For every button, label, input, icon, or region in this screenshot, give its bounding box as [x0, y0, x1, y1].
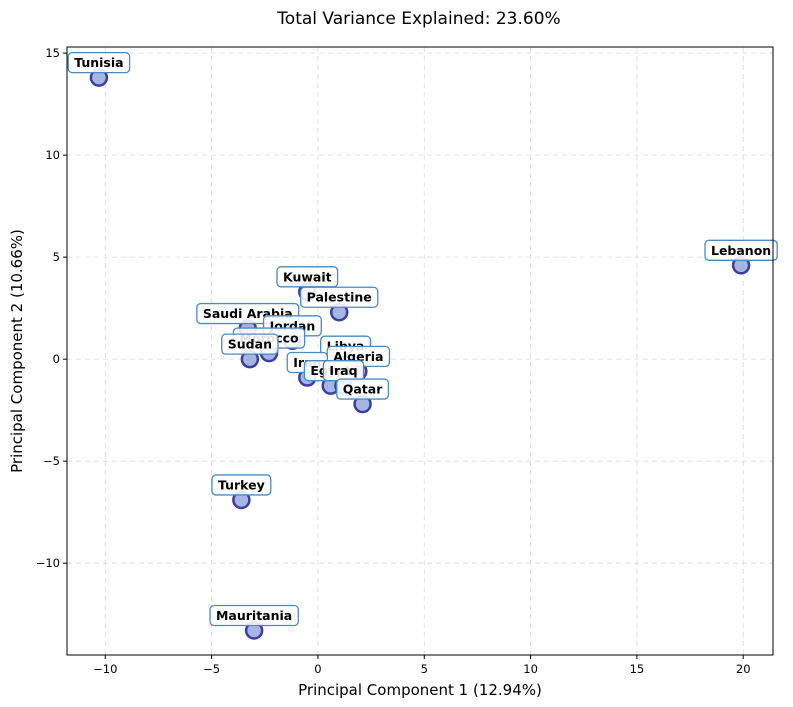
plot-frame: [66, 46, 774, 656]
y-tick-label: 0: [53, 352, 60, 366]
label-text: Sudan: [228, 337, 272, 352]
label-box: [336, 378, 390, 400]
label-box: [221, 333, 279, 355]
label-lebanon: Lebanon: [704, 239, 778, 261]
label-text: Turkey: [218, 477, 265, 492]
label-palestine: Palestine: [299, 286, 379, 308]
label-turkey: Turkey: [211, 474, 272, 496]
label-text: Mauritania: [216, 608, 292, 623]
x-tick-label: −5: [203, 662, 220, 676]
x-tick-label: 15: [630, 662, 645, 676]
label-sudan: Sudan: [221, 333, 279, 355]
grid: [67, 47, 773, 655]
label-box: [299, 286, 379, 308]
label-box: [209, 604, 299, 627]
label-box: [67, 51, 131, 74]
label-text: Qatar: [343, 382, 383, 397]
y-axis-label: Principal Component 2 (10.66%): [8, 229, 26, 473]
y-tick-label: 5: [53, 250, 60, 264]
label-qatar: Qatar: [336, 378, 390, 400]
label-text: Iraq: [329, 363, 357, 378]
x-tick-label: 20: [736, 662, 751, 676]
label-box: [211, 474, 272, 496]
y-tick-label: −5: [43, 454, 60, 468]
label-text: Kuwait: [283, 269, 332, 284]
x-axis-label: Principal Component 1 (12.94%): [298, 681, 542, 699]
y-tick-label: 15: [45, 46, 60, 60]
label-mauritania: Mauritania: [209, 604, 299, 627]
label-text: Tunisia: [74, 55, 123, 70]
label-iraq: Iraq: [322, 360, 365, 382]
label-text: Lebanon: [711, 243, 771, 258]
label-tunisia: Tunisia: [67, 51, 131, 74]
x-tick-label: 10: [523, 662, 538, 676]
y-tick-label: 10: [45, 148, 60, 162]
axis-ticks: −10 −5 0 5 10 15 20 −10 −5 0 5 10 15: [36, 46, 751, 676]
x-tick-label: −10: [93, 662, 117, 676]
x-tick-label: 0: [314, 662, 321, 676]
label-kuwait: Kuwait: [276, 266, 339, 288]
label-text: Palestine: [307, 290, 372, 305]
label-box: [704, 239, 778, 261]
chart-title: Total Variance Explained: 23.60%: [276, 9, 560, 29]
y-tick-label: −10: [36, 556, 60, 570]
x-tick-label: 5: [421, 662, 428, 676]
